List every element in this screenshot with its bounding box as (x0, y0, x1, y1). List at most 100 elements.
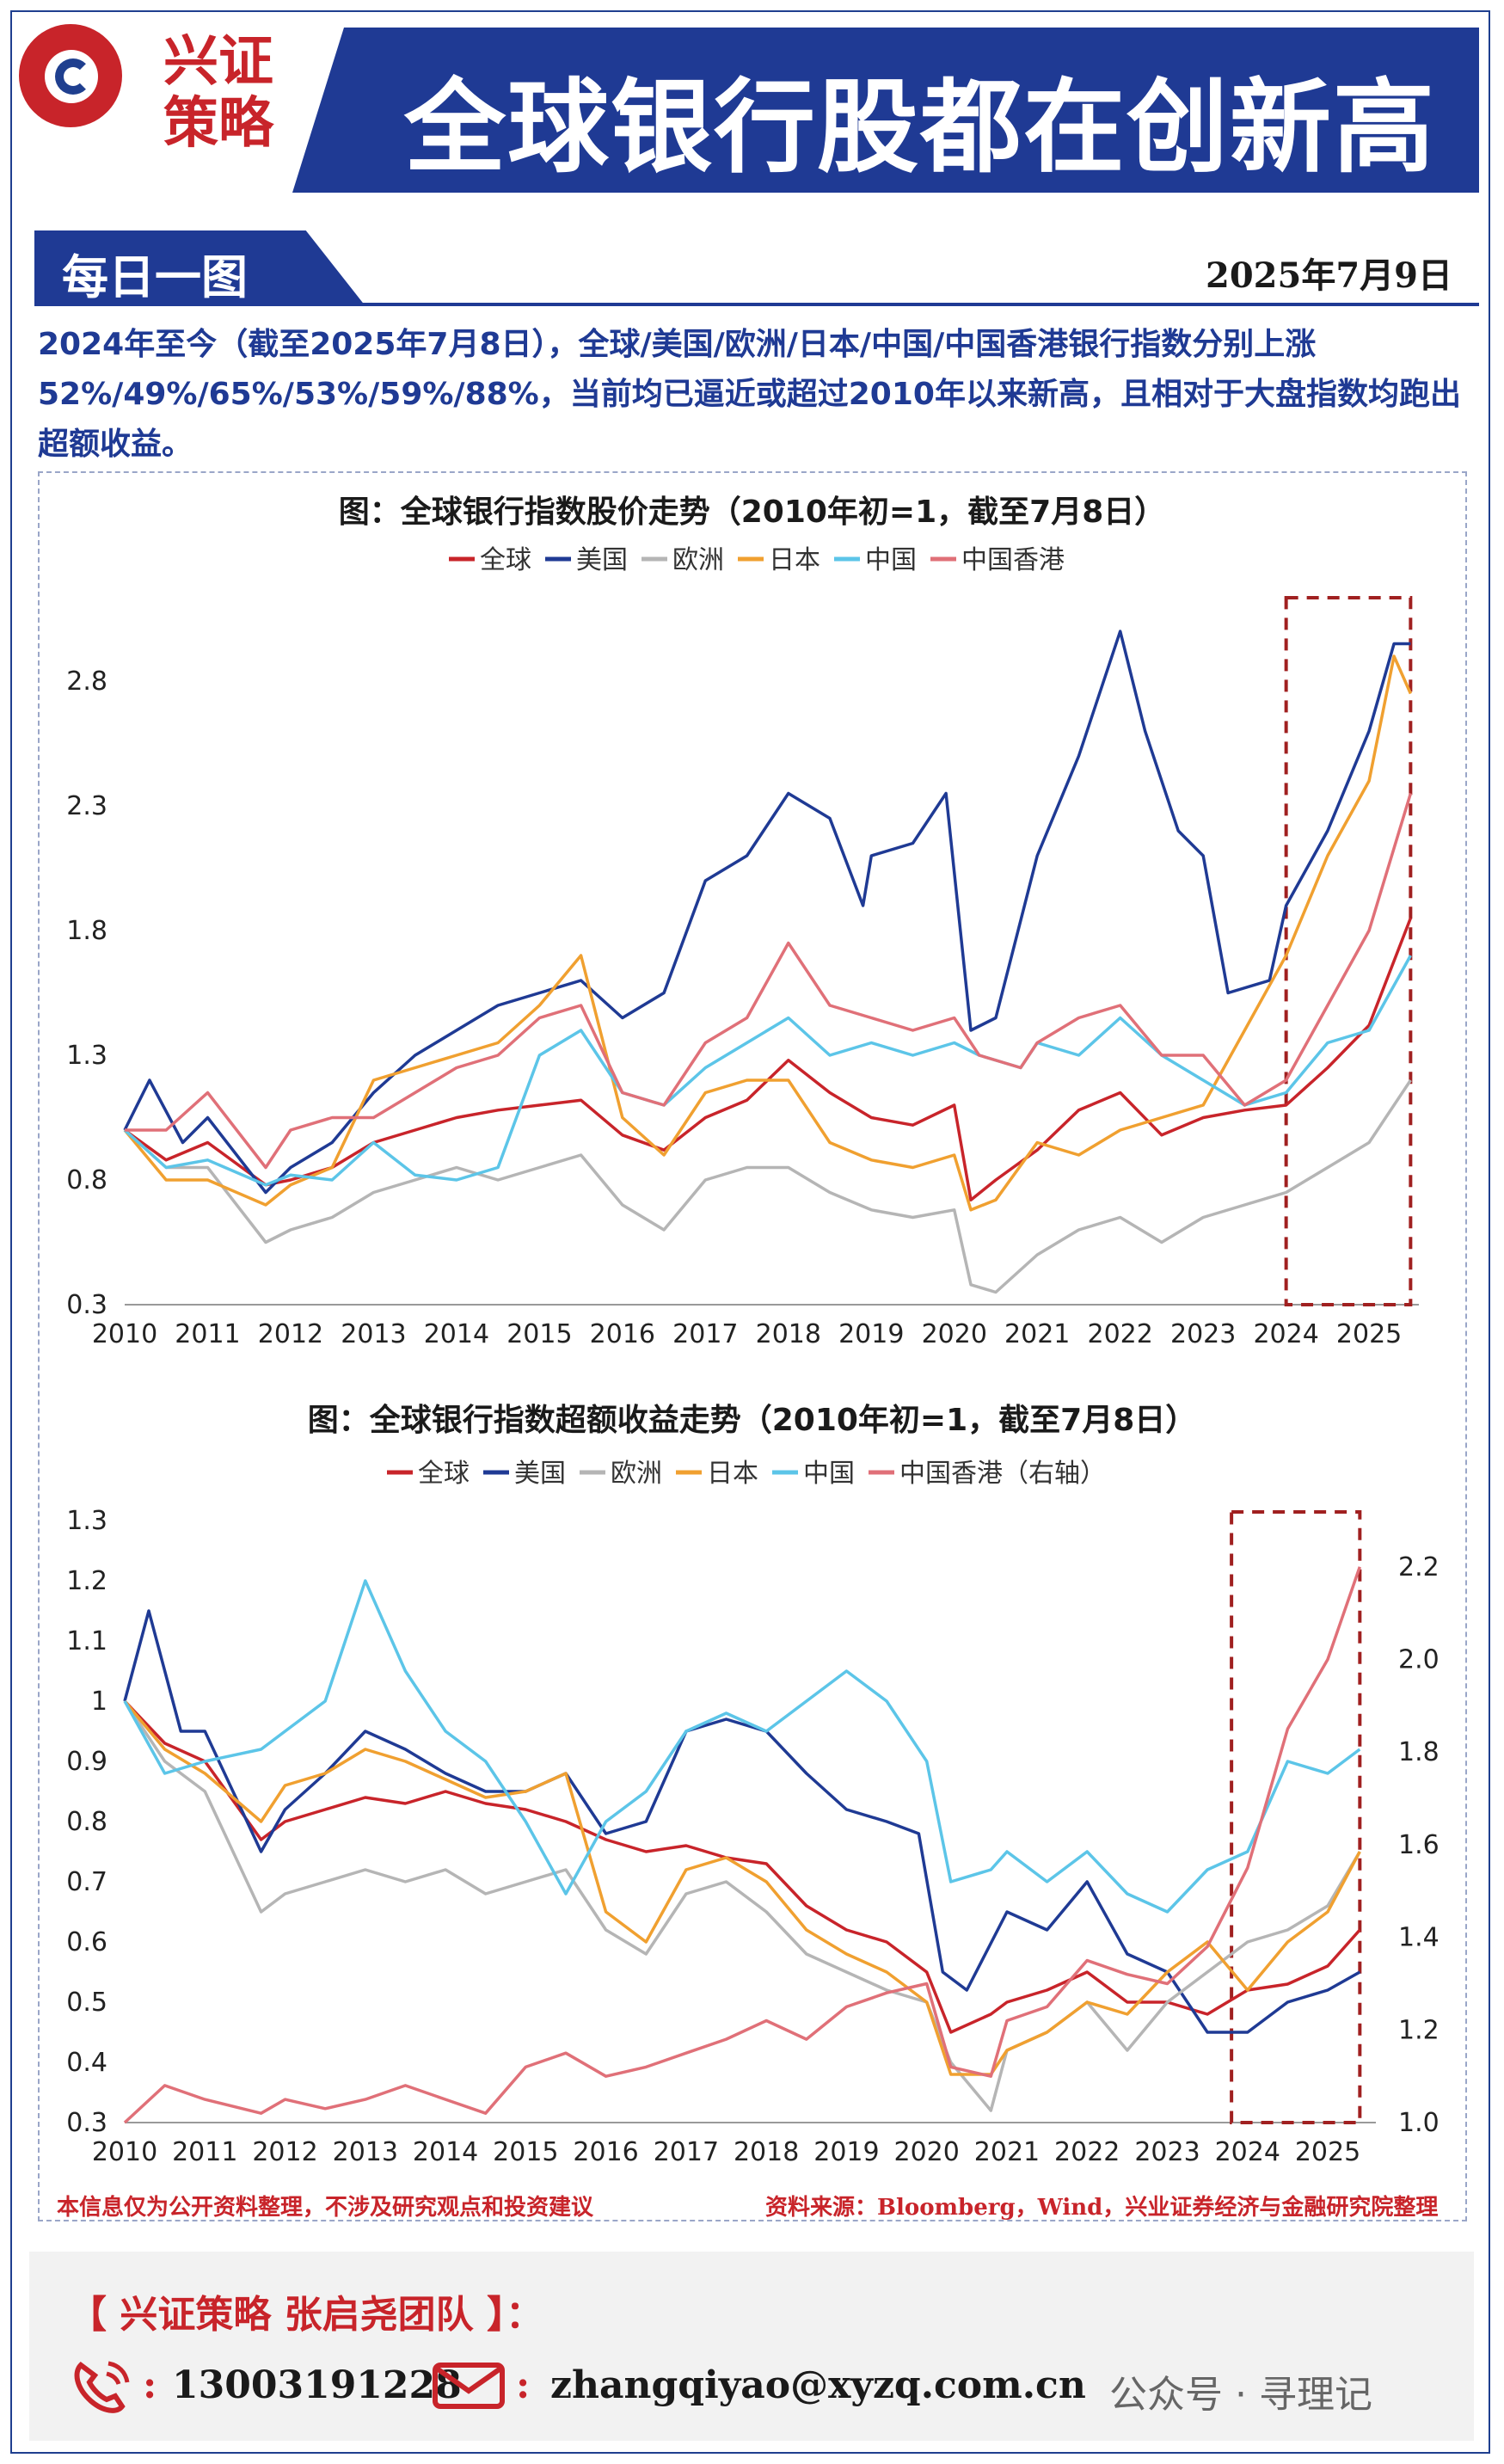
y-tick-label: 0.7 (66, 1867, 107, 1897)
x-tick-label: 2014 (424, 1319, 489, 1349)
y-tick-label: 1.3 (66, 1041, 107, 1071)
series-line (123, 630, 1411, 1195)
series-line (123, 1699, 1361, 2076)
series-line (125, 792, 1413, 1170)
y-tick-label: 1 (91, 1687, 107, 1717)
source-note: 资料来源：Bloomberg，Wind，兴业证券经济与金融研究院整理 (765, 2195, 1439, 2221)
x-tick-label: 2020 (922, 1319, 987, 1349)
x-tick-label: 2016 (573, 2137, 638, 2167)
phone-icon (74, 2361, 130, 2413)
legend-label: 欧洲 (611, 1459, 662, 1489)
y-tick-label: 1.3 (66, 1506, 107, 1536)
x-tick-label: 2024 (1215, 2137, 1280, 2167)
y2-tick-label: 2.0 (1398, 1645, 1440, 1675)
watermark: 公众号 · 寻理记 (1109, 2373, 1372, 2417)
section-tag: 每日一图 (62, 249, 248, 304)
x-tick-label: 2016 (590, 1319, 655, 1349)
chart-1-title: 图：全球银行指数股价走势（2010年初=1，截至7月8日） (338, 495, 1166, 530)
x-tick-label: 2013 (333, 2137, 398, 2167)
y2-tick-label: 1.0 (1398, 2108, 1440, 2138)
legend-label: 日本 (769, 545, 820, 575)
x-tick-label: 2010 (92, 2137, 157, 2167)
x-tick-label: 2023 (1170, 1319, 1236, 1349)
team-name: 【 兴证策略 张启尧团队 】： (69, 2293, 543, 2337)
y-tick-label: 2.8 (66, 667, 107, 697)
y2-tick-label: 1.6 (1398, 1830, 1440, 1860)
publish-date: 2025年7月9日 (1206, 255, 1452, 296)
x-tick-label: 2022 (1054, 2137, 1120, 2167)
phone-colon: : (143, 2363, 157, 2407)
y-tick-label: 0.5 (66, 1988, 107, 2018)
disclaimer-note: 本信息仅为公开资料整理，不涉及研究观点和投资建议 (57, 2195, 594, 2221)
mail-icon (433, 2363, 505, 2409)
legend-label: 中国 (803, 1459, 855, 1489)
y2-tick-label: 2.2 (1398, 1552, 1440, 1582)
y-tick-label: 1.2 (66, 1566, 107, 1596)
legend-label: 全球 (480, 545, 531, 575)
y-tick-label: 0.8 (66, 1807, 107, 1837)
series-line (123, 1566, 1361, 2124)
x-tick-label: 2018 (734, 2137, 799, 2167)
chart-container (38, 471, 1467, 2221)
x-tick-label: 2015 (493, 2137, 558, 2167)
x-tick-label: 2019 (813, 2137, 879, 2167)
x-tick-label: 2025 (1295, 2137, 1360, 2167)
series-line (123, 917, 1413, 1201)
x-tick-label: 2021 (974, 2137, 1040, 2167)
x-tick-label: 2017 (672, 1319, 738, 1349)
x-tick-label: 2023 (1134, 2137, 1200, 2167)
legend-label: 美国 (514, 1459, 566, 1489)
y-tick-label: 1.8 (66, 916, 107, 946)
y-tick-label: 2.3 (66, 791, 107, 821)
x-tick-label: 2015 (506, 1319, 572, 1349)
section-tag-bg (34, 230, 365, 306)
y-tick-label: 0.9 (66, 1747, 107, 1777)
chart-1-price-trend: 全球 美国 欧洲 日本 中国 中国香港 2010 2011 2012 2013 2014 2015 20… (66, 545, 1419, 1349)
x-tick-label: 2014 (413, 2137, 478, 2167)
page-frame (10, 10, 1490, 2454)
chart-2-excess-return: 全球 美国 欧洲 日本 中国 中国香港（右轴） 2010 2011 2012 2013 2014 20… (66, 1459, 1440, 2167)
y-tick-label: 0.3 (66, 2108, 107, 2138)
legend-label: 欧洲 (672, 545, 724, 575)
legend-label: 中国香港 (961, 545, 1065, 575)
x-tick-label: 2013 (341, 1319, 406, 1349)
x-tick-label: 2010 (92, 1319, 157, 1349)
highlight-box (1284, 596, 1413, 1306)
y-tick-label: 0.4 (66, 2048, 107, 2078)
legend-label: 全球 (418, 1459, 470, 1489)
intro-text: 2024年至今（截至2025年7月8日），全球/美国/欧洲/日本/中国/中国香港… (38, 327, 1461, 462)
series-line (123, 1609, 1361, 2034)
y2-tick-label: 1.8 (1398, 1737, 1440, 1767)
series-line (123, 1699, 1361, 2034)
x-tick-label: 2012 (252, 2137, 317, 2167)
title-banner (292, 28, 1479, 193)
series-line (123, 654, 1412, 1212)
legend-label: 中国 (865, 545, 917, 575)
legend-label: 美国 (576, 545, 628, 575)
x-tick-label: 2011 (172, 2137, 237, 2167)
legend-label: 中国香港（右轴） (899, 1459, 1106, 1489)
x-tick-label: 2025 (1336, 1319, 1402, 1349)
highlight-box (1230, 1510, 1362, 2124)
legend-label: 日本 (707, 1459, 758, 1489)
y-tick-label: 0.6 (66, 1927, 107, 1957)
x-tick-label: 2017 (654, 2137, 719, 2167)
series-line (123, 1079, 1412, 1294)
phone-number[interactable]: 13003191228 (172, 2363, 462, 2407)
brand-line-2: 策略 (163, 91, 273, 156)
x-tick-label: 2012 (258, 1319, 323, 1349)
y2-tick-label: 1.4 (1398, 1923, 1440, 1953)
brand-line-1: 兴证 (163, 29, 273, 94)
y-tick-label: 0.8 (66, 1165, 107, 1195)
chart-2-title: 图：全球银行指数超额收益走势（2010年初=1，截至7月8日） (307, 1403, 1197, 1438)
series-line (123, 1579, 1361, 1914)
section-divider (34, 303, 1479, 306)
series-line (123, 1700, 1361, 2112)
series-line (123, 955, 1412, 1187)
page-title: 全球银行股都在创新高 (404, 68, 1437, 187)
email-colon: : (516, 2363, 531, 2407)
brand-name: 兴证 策略 (163, 31, 273, 155)
y2-tick-label: 1.2 (1398, 2015, 1440, 2045)
email-address[interactable]: zhangqiyao@xyzq.com.cn (550, 2363, 1086, 2407)
x-tick-label: 2019 (838, 1319, 904, 1349)
